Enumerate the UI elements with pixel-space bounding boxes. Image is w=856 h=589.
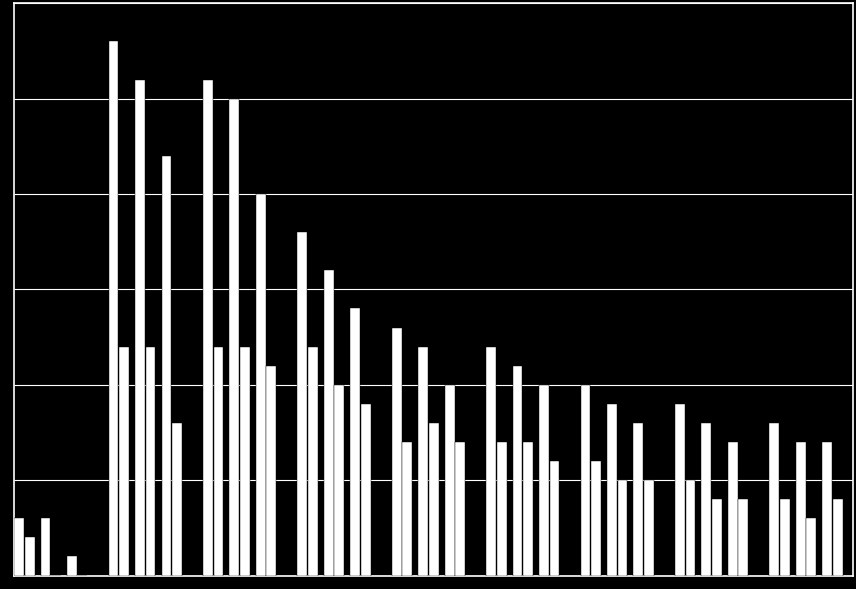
Bar: [486, 346, 496, 575]
Bar: [780, 499, 790, 575]
Bar: [675, 404, 685, 575]
Bar: [350, 309, 360, 575]
Bar: [146, 346, 156, 575]
Bar: [728, 442, 738, 575]
Bar: [539, 385, 549, 575]
Bar: [335, 385, 344, 575]
Bar: [833, 499, 842, 575]
Bar: [633, 423, 644, 575]
Bar: [162, 156, 171, 575]
Bar: [402, 442, 413, 575]
Bar: [591, 461, 601, 575]
Bar: [308, 346, 318, 575]
Bar: [119, 346, 129, 575]
Bar: [297, 232, 307, 575]
Bar: [444, 385, 455, 575]
Bar: [135, 80, 145, 575]
Bar: [739, 499, 748, 575]
Bar: [172, 423, 181, 575]
Bar: [419, 346, 428, 575]
Bar: [806, 518, 817, 575]
Bar: [701, 423, 711, 575]
Bar: [256, 194, 265, 575]
Bar: [770, 423, 779, 575]
Bar: [361, 404, 371, 575]
Bar: [229, 98, 240, 575]
Bar: [618, 480, 627, 575]
Bar: [550, 461, 560, 575]
Bar: [25, 537, 34, 575]
Bar: [240, 346, 250, 575]
Bar: [607, 404, 617, 575]
Bar: [203, 80, 213, 575]
Bar: [455, 442, 465, 575]
Bar: [324, 270, 334, 575]
Bar: [823, 442, 832, 575]
Bar: [109, 41, 118, 575]
Bar: [15, 518, 24, 575]
Bar: [712, 499, 722, 575]
Bar: [429, 423, 438, 575]
Bar: [644, 480, 654, 575]
Bar: [523, 442, 533, 575]
Bar: [214, 346, 223, 575]
Bar: [796, 442, 805, 575]
Bar: [67, 557, 77, 575]
Bar: [392, 327, 401, 575]
Bar: [496, 442, 507, 575]
Bar: [41, 518, 51, 575]
Bar: [266, 366, 276, 575]
Bar: [580, 385, 591, 575]
Bar: [513, 366, 522, 575]
Bar: [686, 480, 695, 575]
